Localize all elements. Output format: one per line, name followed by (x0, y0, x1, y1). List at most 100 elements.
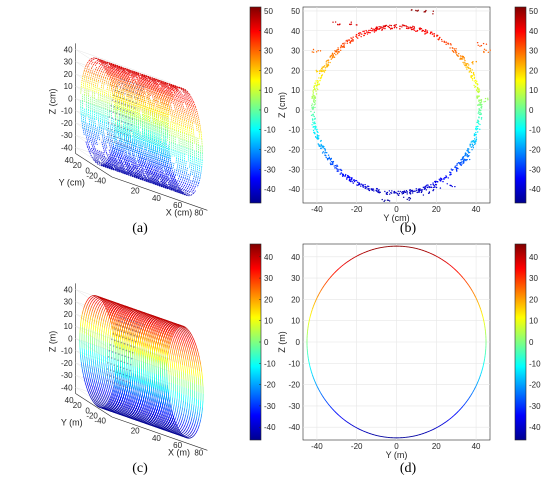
panel-c-ring-segment (116, 398, 119, 404)
panel-a-ring-segment (149, 85, 152, 89)
panel-a-ring-segment (127, 106, 129, 114)
panel-a-ring-segment (152, 100, 155, 107)
panel-a-ring-segment (179, 97, 183, 103)
panel-a-ring-segment (163, 110, 166, 117)
panel-a-ring-segment (118, 170, 122, 173)
panel-b-colorbar-right-label: 20 (529, 66, 538, 75)
panel-a-ytick-label: 40 (65, 156, 74, 165)
panel-b-point (369, 31, 371, 34)
panel-a-ring-segment (96, 61, 100, 64)
panel-a-ring-segment (194, 176, 197, 182)
panel-c-ring-segment (150, 405, 153, 412)
panel-a-band-point (111, 123, 113, 125)
panel-a-ring-segment (136, 100, 139, 107)
panel-a-ring-segment (175, 157, 178, 164)
panel-c-ring-segment (86, 370, 89, 378)
panel-a-ring-segment (108, 156, 111, 161)
panel-c-ring-segment (141, 399, 144, 405)
panel-b-point (478, 113, 481, 115)
panel-c-ring-segment (181, 357, 184, 366)
panel-c-ring-segment (175, 362, 178, 371)
panel-b-point (335, 167, 337, 169)
panel-a-ring-segment (82, 81, 85, 88)
panel-a-ring-segment (152, 97, 155, 104)
panel-c-ring-segment (126, 406, 130, 412)
panel-a-ring-segment (152, 139, 154, 147)
panel-c-ring-segment (137, 410, 141, 416)
panel-a-ring-segment (126, 81, 129, 86)
panel-c-ring-segment (135, 409, 138, 415)
panel-b-point (443, 41, 445, 43)
panel-a-band-point (113, 105, 116, 108)
panel-c-ring-segment (120, 309, 124, 313)
panel-c-ring-segment (105, 363, 107, 371)
panel-c-ring-segment (91, 384, 94, 391)
panel-a-ring-segment (100, 87, 102, 94)
panel-b-point (344, 42, 346, 44)
panel-a-ring-segment (89, 60, 92, 64)
panel-a-zgrid (75, 73, 113, 98)
panel-c-ring-segment (135, 338, 137, 346)
panel-b-point (473, 140, 475, 142)
panel-b-colorbar-right-label: 40 (529, 27, 538, 36)
panel-b-point (359, 32, 362, 34)
panel-c-ring-segment (140, 334, 142, 341)
panel-c-ring-segment (172, 332, 176, 339)
panel-a-ring-segment (105, 78, 108, 84)
panel-a-ring-segment (117, 157, 121, 163)
panel-c-ring-segment (116, 409, 120, 414)
panel-c-ring-segment (124, 401, 128, 407)
panel-c-ring-segment (146, 420, 149, 424)
panel-c-ring-segment (105, 403, 109, 408)
panel-a-ring-segment (115, 68, 119, 73)
panel-a-ring-segment (164, 173, 167, 179)
panel-b-point (424, 186, 427, 188)
panel-a-ring-segment (94, 149, 98, 155)
panel-c-ring-segment (169, 396, 172, 403)
panel-c-ring-segment (150, 315, 153, 318)
panel-c-ring-segment (143, 330, 146, 336)
panel-b-point (365, 186, 368, 188)
panel-c-ring-segment (133, 396, 136, 402)
panel-c-ztick-label: 20 (64, 310, 73, 319)
panel-c-ring-segment (93, 295, 96, 298)
panel-a-ring-segment (98, 67, 102, 72)
panel-a-ring-segment (137, 77, 140, 81)
panel-c-ring-segment (118, 312, 122, 317)
panel-a-ytick-label: -20 (86, 171, 98, 180)
panel-c-ring-segment (128, 407, 132, 413)
panel-c-ring-segment (97, 325, 99, 333)
panel-a-ring-segment (116, 164, 119, 169)
panel-a-ring-segment (159, 184, 163, 187)
panel-b-point (406, 191, 409, 193)
panel-b-point (383, 25, 386, 28)
panel-a-ring-segment (147, 144, 150, 152)
panel-c-ring-segment (150, 344, 152, 351)
panel-a-ring-segment (159, 160, 162, 168)
panel-a-ring-segment (143, 173, 147, 178)
panel-a-band-point (121, 102, 123, 105)
panel-a-ring-segment (160, 111, 163, 119)
panel-a-xlabel: X (cm) (166, 208, 193, 218)
panel-c-ring-segment (174, 333, 178, 339)
panel-a-ring-segment (181, 177, 184, 182)
panel-a-ring-segment (180, 189, 183, 193)
panel-b-point (462, 55, 465, 58)
panel-a-band-point (122, 97, 125, 100)
panel-b-point (311, 119, 314, 121)
panel-a-ring-segment (188, 174, 191, 180)
panel-a-ring-segment (127, 170, 131, 173)
panel-b-point (313, 97, 316, 99)
panel-a-ring-segment (193, 181, 196, 186)
panel-b-outlier-point (424, 11, 427, 13)
panel-a-ring-segment (164, 181, 168, 186)
panel-c-ring-segment (165, 428, 169, 432)
panel-c-ring-segment (114, 406, 117, 411)
panel-b-point (350, 177, 352, 179)
panel-c-ring-segment (122, 414, 126, 417)
panel-a-ring-segment (144, 103, 147, 110)
panel-c-ring-segment (89, 306, 92, 312)
panel-b-point (363, 30, 365, 32)
panel-a-ring-segment (103, 122, 106, 130)
panel-b-point (311, 95, 314, 97)
